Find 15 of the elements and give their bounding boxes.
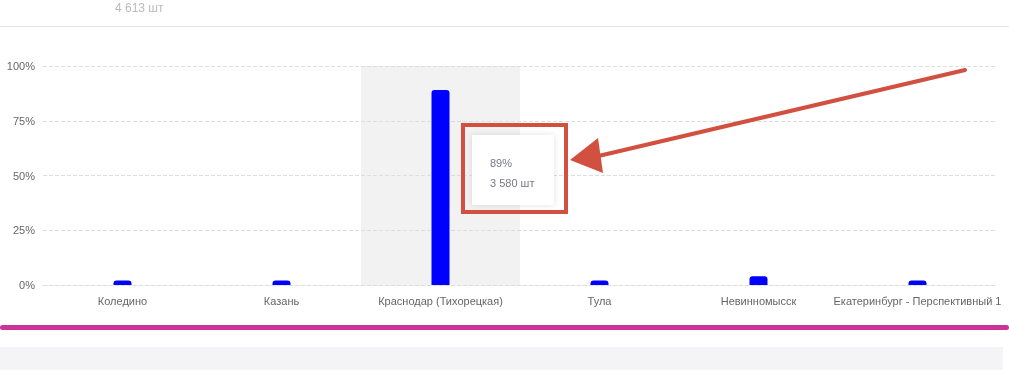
x-tick-label: Коледино (97, 294, 148, 307)
x-tick-label: Тула (587, 294, 613, 307)
y-tick-label: 75% (12, 114, 36, 127)
bar (749, 276, 768, 285)
y-tick-label: 50% (12, 169, 36, 182)
text: 4 613 шт (115, 1, 164, 15)
tooltip-card: 89% 3 580 шт (472, 135, 554, 205)
x-tick-label: Казань (263, 294, 300, 307)
y-tick-label: 25% (12, 224, 36, 237)
y-tick-label: 100% (6, 60, 36, 72)
bar (431, 90, 450, 285)
x-tick-label: Екатеринбург - Перспективный 1 (833, 294, 1002, 307)
x-tick-label: Краснодар (Тихорецкая) (378, 294, 503, 307)
y-tick-label: 0% (19, 279, 36, 291)
x-tick-label: Невинномысск (720, 294, 797, 307)
